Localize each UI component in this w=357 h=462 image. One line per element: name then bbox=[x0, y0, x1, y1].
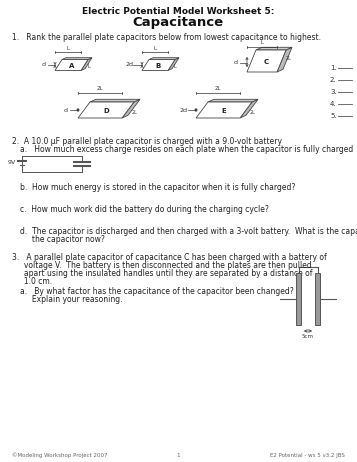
Text: Electric Potential Model Worksheet 5:: Electric Potential Model Worksheet 5: bbox=[82, 7, 274, 16]
Text: d.  The capacitor is discharged and then charged with a 3-volt battery.  What is: d. The capacitor is discharged and then … bbox=[20, 227, 357, 236]
Text: L: L bbox=[174, 65, 177, 69]
Polygon shape bbox=[81, 58, 92, 71]
Text: d: d bbox=[234, 61, 238, 66]
Text: voltage V.  The battery is then disconnected and the plates are then pulled: voltage V. The battery is then disconnec… bbox=[12, 261, 312, 270]
Text: the capacitor now?: the capacitor now? bbox=[20, 235, 105, 244]
Text: 5cm: 5cm bbox=[302, 334, 314, 340]
Polygon shape bbox=[256, 47, 292, 50]
Text: 2d: 2d bbox=[125, 62, 133, 67]
Text: a.   By what factor has the capacitance of the capacitor been changed?: a. By what factor has the capacitance of… bbox=[20, 287, 294, 296]
Text: E2 Potential - ws 5 v3.2 JBS: E2 Potential - ws 5 v3.2 JBS bbox=[270, 453, 345, 458]
Text: C: C bbox=[264, 59, 269, 65]
Polygon shape bbox=[55, 60, 88, 71]
Polygon shape bbox=[142, 60, 175, 71]
Text: 9V: 9V bbox=[8, 160, 16, 165]
Polygon shape bbox=[122, 99, 140, 118]
Text: c.  How much work did the battery do during the charging cycle?: c. How much work did the battery do duri… bbox=[20, 205, 269, 214]
Text: 3.   A parallel plate capacitor of capacitance C has been charged with a battery: 3. A parallel plate capacitor of capacit… bbox=[12, 253, 327, 262]
Text: 1: 1 bbox=[176, 453, 180, 458]
Bar bbox=[296, 273, 301, 325]
Text: a.   How much excess charge resides on each plate when the capacitor is fully ch: a. How much excess charge resides on eac… bbox=[20, 145, 353, 154]
Text: 2L: 2L bbox=[250, 110, 256, 116]
Text: L: L bbox=[66, 45, 70, 50]
Text: d: d bbox=[64, 108, 68, 113]
Text: 1.0 cm.: 1.0 cm. bbox=[12, 277, 52, 286]
Polygon shape bbox=[149, 58, 179, 60]
Text: 2.: 2. bbox=[330, 77, 337, 83]
Text: 2d: 2d bbox=[180, 108, 188, 113]
Text: Explain your reasoning.: Explain your reasoning. bbox=[20, 295, 122, 304]
Bar bbox=[315, 273, 320, 325]
Text: b.  How much energy is stored in the capacitor when it is fully charged?: b. How much energy is stored in the capa… bbox=[20, 183, 295, 192]
Text: 3.: 3. bbox=[330, 89, 337, 95]
Text: B: B bbox=[156, 63, 161, 69]
Polygon shape bbox=[78, 102, 134, 118]
Polygon shape bbox=[62, 58, 92, 60]
Polygon shape bbox=[168, 58, 179, 71]
Text: ©Modeling Workshop Project 2007: ©Modeling Workshop Project 2007 bbox=[12, 452, 107, 458]
Text: 1.: 1. bbox=[330, 65, 337, 71]
Polygon shape bbox=[196, 102, 252, 118]
Text: 2L: 2L bbox=[286, 56, 292, 61]
Text: 2L: 2L bbox=[132, 110, 138, 116]
Polygon shape bbox=[277, 47, 292, 72]
Text: d: d bbox=[42, 62, 46, 67]
Text: E: E bbox=[222, 108, 226, 114]
Text: L: L bbox=[87, 65, 90, 69]
Text: 5.: 5. bbox=[330, 113, 337, 119]
Text: Capacitance: Capacitance bbox=[132, 16, 223, 29]
Text: 4.: 4. bbox=[330, 101, 337, 107]
Polygon shape bbox=[208, 99, 258, 102]
Polygon shape bbox=[240, 99, 258, 118]
Text: D: D bbox=[103, 108, 109, 114]
Text: 2L: 2L bbox=[97, 86, 103, 91]
Text: L: L bbox=[154, 45, 156, 50]
Polygon shape bbox=[90, 99, 140, 102]
Text: A: A bbox=[69, 63, 74, 69]
Text: 2.  A 10.0 μF parallel plate capacitor is charged with a 9.0-volt battery: 2. A 10.0 μF parallel plate capacitor is… bbox=[12, 137, 282, 146]
Text: apart using the insulated handles until they are separated by a distance of: apart using the insulated handles until … bbox=[12, 269, 312, 278]
Polygon shape bbox=[247, 50, 286, 72]
Text: L: L bbox=[261, 41, 263, 45]
Text: 1.   Rank the parallel plate capacitors below from lowest capacitance to highest: 1. Rank the parallel plate capacitors be… bbox=[12, 33, 321, 42]
Text: 2L: 2L bbox=[215, 86, 221, 91]
